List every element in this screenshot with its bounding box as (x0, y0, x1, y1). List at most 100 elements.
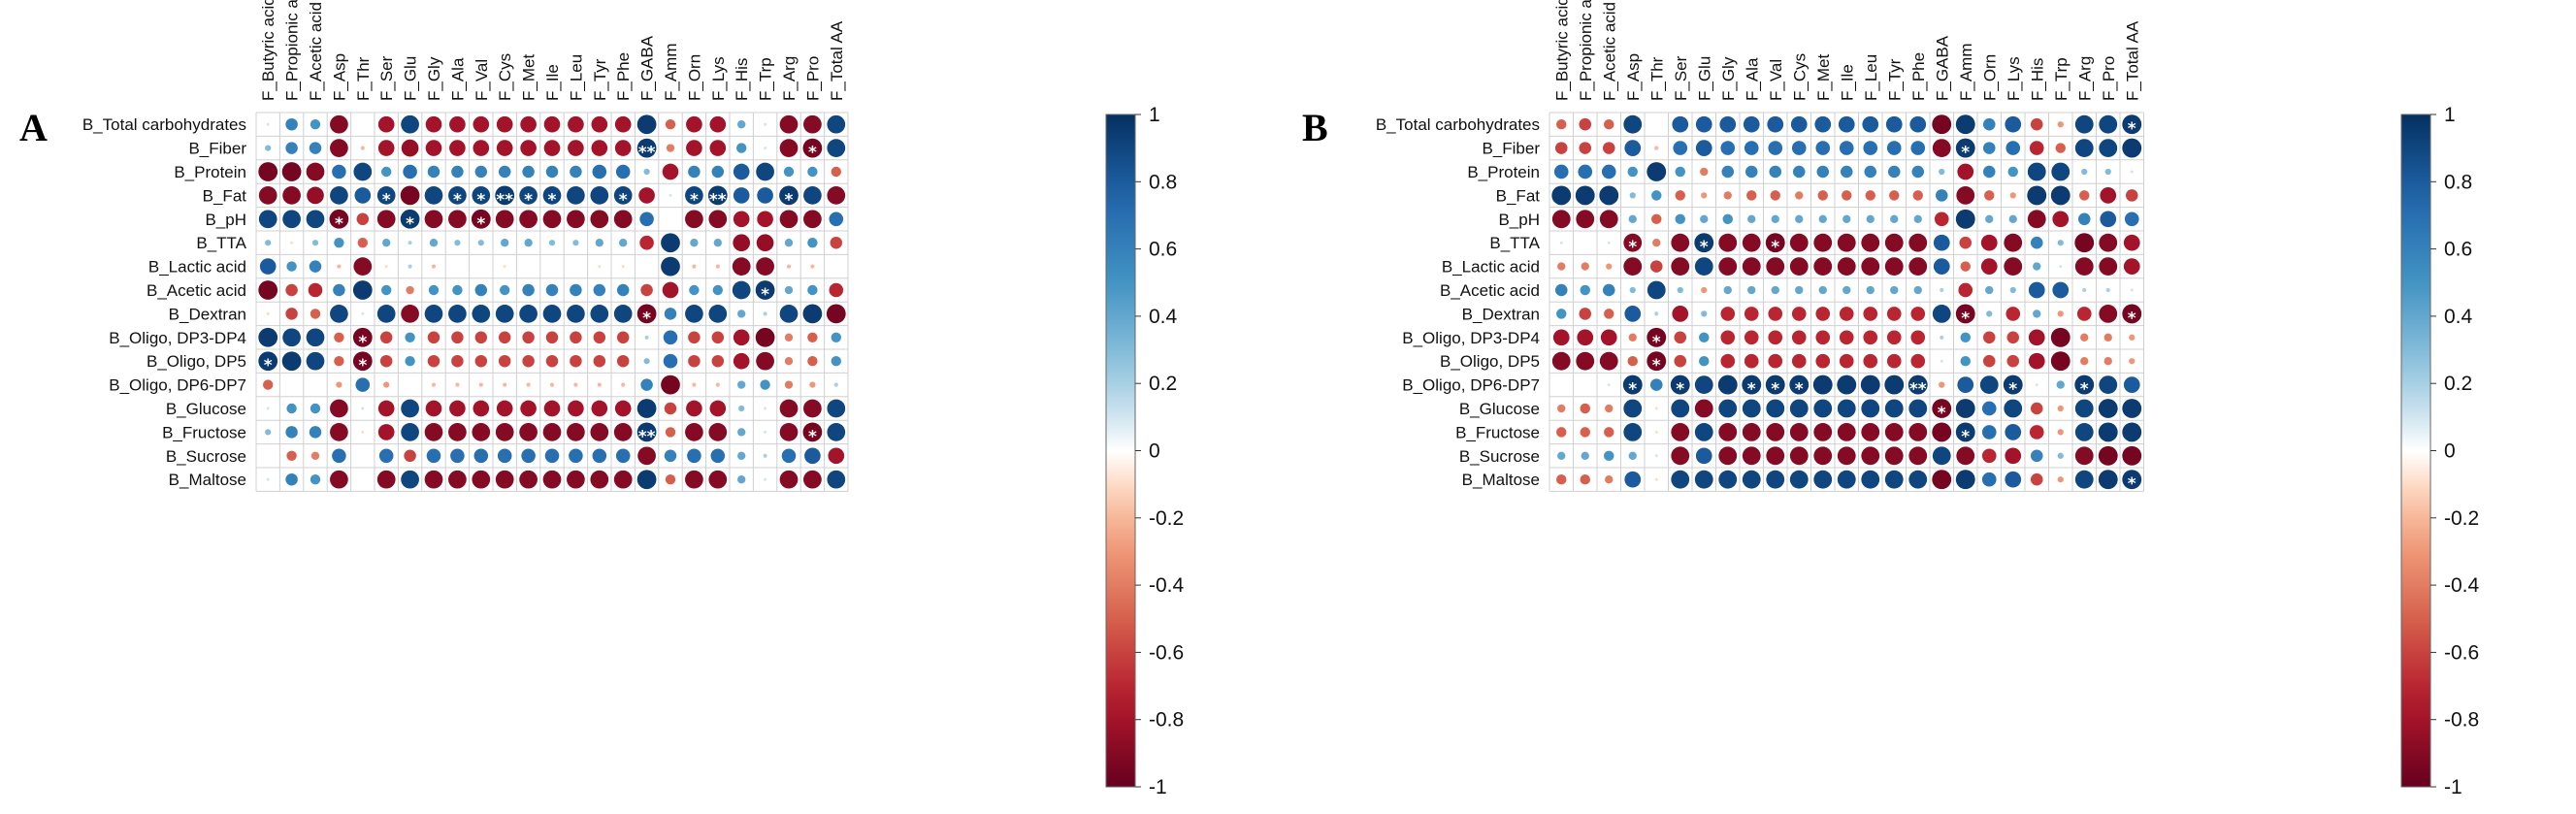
correlation-circle (1721, 165, 1735, 179)
correlation-circle (1910, 307, 1926, 321)
column-label: F_Amm (1957, 44, 1975, 102)
colorbar-tick-label: 1 (1149, 104, 1160, 126)
correlation-circle (361, 430, 365, 434)
correlation-circle (405, 332, 415, 342)
correlation-circle (590, 470, 609, 489)
correlation-circle (1815, 141, 1831, 155)
correlation-circle (1935, 189, 1948, 202)
correlation-circle (1932, 139, 1951, 158)
significance-marker: * (1795, 380, 1804, 400)
correlation-circle (570, 331, 582, 344)
correlation-circle (1671, 422, 1690, 441)
column-label: F_Acetic acid (307, 2, 325, 101)
correlation-circle (1673, 141, 1688, 155)
correlation-circle (1580, 403, 1590, 414)
correlation-circle (498, 165, 511, 179)
correlation-circle (804, 447, 821, 465)
correlation-circle (503, 265, 506, 269)
correlation-circle (408, 264, 412, 269)
correlation-circle (478, 382, 483, 387)
correlation-circle (1768, 307, 1783, 321)
colorbar-tick-label: -0.4 (1149, 574, 1185, 597)
correlation-circle (2028, 329, 2045, 346)
correlation-circle (665, 119, 676, 130)
correlation-circle (756, 234, 774, 252)
correlation-circle (613, 210, 633, 229)
correlation-circle (1789, 470, 1809, 489)
correlation-circle (666, 144, 675, 152)
correlation-circle (784, 285, 794, 295)
correlation-circle (2122, 422, 2142, 442)
correlation-circle (2028, 352, 2045, 370)
correlation-circle (309, 142, 322, 154)
correlation-circle (1884, 257, 1904, 277)
correlation-circle (376, 186, 396, 205)
correlation-circle (286, 261, 297, 272)
correlation-circle (1623, 399, 1643, 418)
row-label: B_pH (1498, 211, 1540, 229)
correlation-circle (522, 283, 535, 297)
correlation-circle (1838, 115, 1855, 133)
correlation-circle (1675, 190, 1685, 201)
correlation-circle (266, 122, 270, 126)
correlation-circle (1694, 422, 1713, 441)
correlation-circle (2005, 471, 2022, 488)
correlation-circle (1583, 241, 1587, 244)
correlation-circle (2080, 357, 2089, 366)
correlation-circle (733, 329, 750, 346)
row-label: B_Oligo, DP5 (1440, 352, 1540, 371)
correlation-circle (495, 210, 514, 229)
correlation-circle (1701, 286, 1708, 294)
correlation-circle (1985, 285, 1994, 295)
correlation-circle (807, 284, 818, 296)
column-label: F_Butyric acid (259, 0, 277, 101)
correlation-circle (1672, 115, 1689, 133)
correlation-circle (2076, 307, 2092, 321)
correlation-circle (472, 305, 491, 323)
correlation-circle (1628, 214, 1637, 223)
significance-marker: * (642, 309, 651, 328)
column-label: F_Leu (567, 54, 585, 101)
correlation-circle (1908, 422, 1928, 441)
correlation-circle (621, 382, 626, 387)
correlation-circle (572, 240, 579, 246)
correlation-circle (1602, 283, 1615, 297)
correlation-circle (1742, 374, 1762, 395)
correlation-circle (690, 239, 699, 247)
correlation-circle (636, 470, 657, 490)
colorbar-tick-label: 0.6 (1149, 239, 1177, 261)
correlation-circle (1624, 471, 1642, 488)
correlation-circle (408, 241, 412, 245)
correlation-circle (2074, 233, 2095, 253)
correlation-circle (712, 284, 723, 296)
correlation-circle (1604, 309, 1614, 319)
correlation-circle (400, 185, 420, 206)
correlation-circle (378, 448, 394, 464)
correlation-circle (779, 114, 799, 134)
correlation-circle (497, 448, 512, 464)
correlation-circle (496, 115, 513, 133)
correlation-circle (522, 165, 535, 179)
correlation-circle (2029, 425, 2044, 440)
correlation-circle (2007, 166, 2018, 178)
row-label: B_Lactic acid (148, 258, 246, 277)
correlation-circle (1816, 165, 1830, 179)
correlation-circle (405, 356, 415, 367)
correlation-circle (1885, 115, 1903, 133)
row-label: B_Protein (174, 163, 246, 181)
correlation-circle (383, 381, 390, 388)
correlation-circle (2074, 257, 2094, 277)
correlation-circle (1557, 262, 1566, 271)
correlation-circle (1981, 472, 1997, 487)
correlation-circle (1557, 451, 1566, 460)
correlation-circle (1628, 333, 1637, 342)
correlation-circle (1769, 165, 1782, 179)
column-label: F_Lys (2005, 56, 2023, 101)
significance-marker: * (476, 214, 485, 234)
correlation-circle (2080, 333, 2089, 342)
correlation-circle (619, 239, 628, 247)
correlation-circle (756, 257, 774, 276)
correlation-circle (2074, 374, 2095, 395)
correlation-circle (330, 186, 348, 205)
significance-marker: * (406, 214, 414, 234)
